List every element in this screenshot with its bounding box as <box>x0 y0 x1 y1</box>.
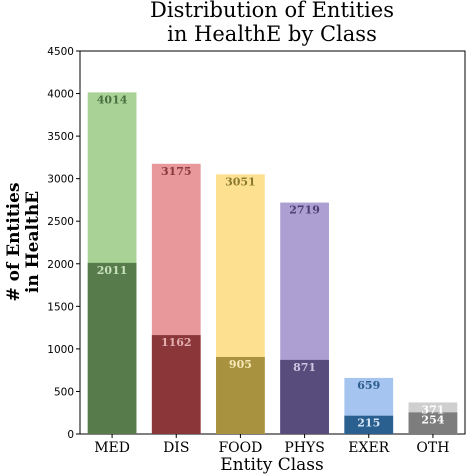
data-label-total: 3051 <box>225 175 256 188</box>
data-label-total: 4014 <box>97 93 128 106</box>
data-label-total: 2719 <box>289 204 320 217</box>
data-label-subset: 215 <box>357 417 380 430</box>
data-label-subset: 2011 <box>97 264 128 277</box>
y-tick-label: 500 <box>54 386 74 398</box>
y-tick-label: 0 <box>67 429 74 441</box>
plot-frame <box>79 50 466 435</box>
x-tick-label: DIS <box>163 440 189 456</box>
y-tick-label: 1500 <box>47 301 74 313</box>
y-axis-label-line-1: # of Entities <box>4 182 24 301</box>
data-label-total: 659 <box>357 379 380 392</box>
x-tick-label: OTH <box>416 440 449 456</box>
data-label-total: 371 <box>421 403 444 416</box>
data-label-subset: 1162 <box>161 336 192 349</box>
x-tick-label: PHYS <box>284 440 324 456</box>
data-label-subset: 254 <box>421 413 444 426</box>
bar-subset <box>408 412 458 434</box>
bar-subset <box>87 262 137 434</box>
y-tick-label: 3500 <box>47 131 74 143</box>
x-tick-label: EXER <box>348 440 389 456</box>
bar-subset <box>280 359 329 434</box>
data-label-total: 3175 <box>161 165 192 178</box>
y-tick-label: 2000 <box>47 259 74 271</box>
y-tick-label: 4000 <box>47 89 74 101</box>
y-tick-label: 1000 <box>47 344 74 356</box>
bar-subset <box>151 335 201 434</box>
bar-subset <box>216 356 265 434</box>
y-tick-label: 2500 <box>47 216 74 228</box>
bar-subset <box>344 415 394 434</box>
chart-title-line-1: Distribution of Entities <box>150 0 394 22</box>
chart-title-line-2: in HealthE by Class <box>167 22 377 46</box>
x-tick-label: MED <box>94 440 130 456</box>
x-tick-label: FOOD <box>218 440 262 456</box>
y-tick-label: 4500 <box>47 46 74 58</box>
y-axis-label-line-2: in HealthE <box>23 191 43 293</box>
x-axis-label: Entity Class <box>220 455 324 474</box>
data-label-subset: 871 <box>293 361 316 374</box>
y-tick-label: 3000 <box>47 174 74 186</box>
data-label-subset: 905 <box>229 358 252 371</box>
plot-area: 0 500 1000 1500 2000 2500 3000 3500 4000 4500 4014… <box>47 46 466 456</box>
